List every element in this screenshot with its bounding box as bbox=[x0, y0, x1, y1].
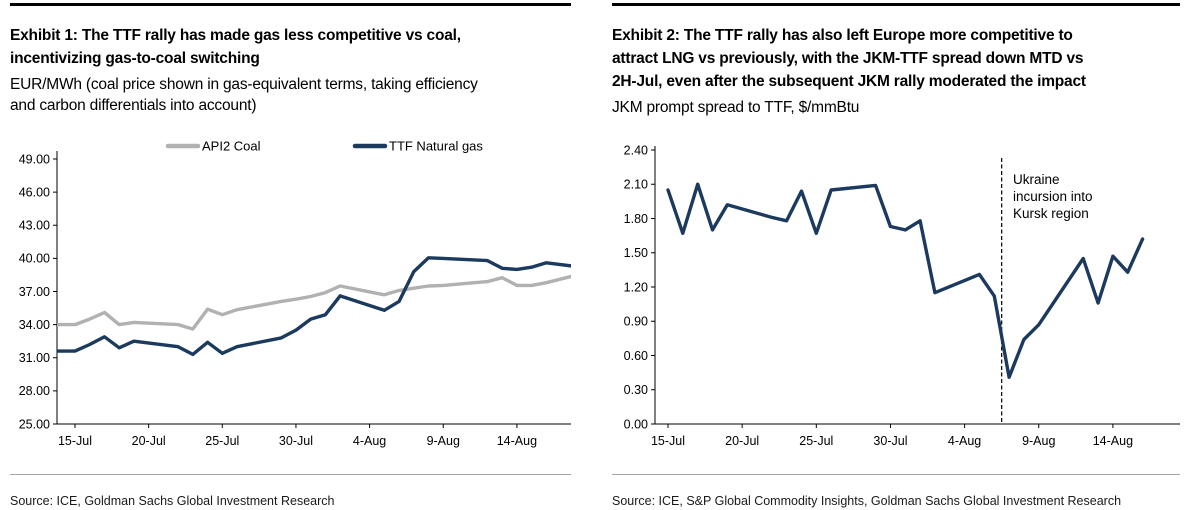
y-tick-label: 0.30 bbox=[624, 383, 648, 397]
bottom-rule bbox=[612, 474, 1180, 475]
top-rule bbox=[612, 3, 1180, 6]
series-line-jkm-ttf-prompt-spread bbox=[666, 182, 1145, 379]
exhibit-1-source: Source: ICE, Goldman Sachs Global Invest… bbox=[10, 493, 335, 508]
y-tick-label: 46.00 bbox=[19, 185, 50, 199]
event-annotation-line: Ukraine bbox=[1013, 172, 1060, 187]
series-line-ttf-natural-gas bbox=[57, 256, 571, 357]
exhibit-2-title: Exhibit 2: The TTF rally has also left E… bbox=[612, 26, 1086, 90]
x-tick-label: 14-Aug bbox=[497, 434, 537, 448]
y-tick-label: 0.90 bbox=[624, 315, 648, 329]
top-rule bbox=[10, 3, 571, 6]
x-tick-label: 4-Aug bbox=[948, 434, 981, 448]
y-tick-label: 49.00 bbox=[19, 152, 50, 166]
x-tick-label: 9-Aug bbox=[1022, 434, 1055, 448]
y-tick-label: 37.00 bbox=[19, 285, 50, 299]
y-tick-label: 1.50 bbox=[624, 246, 648, 260]
exhibit-2-chart: 0.00 0.30 0.60 0.90 1.20 1.50 1.80 2.10 2.40 15-J… bbox=[624, 143, 1180, 448]
x-tick-label: 30-Jul bbox=[873, 434, 907, 448]
y-tick-label: 28.00 bbox=[19, 384, 50, 398]
x-tick-label: 15-Jul bbox=[58, 434, 92, 448]
x-tick-label: 15-Jul bbox=[651, 434, 685, 448]
exhibit-2-panel: Exhibit 2: The TTF rally has also left E… bbox=[612, 0, 1180, 510]
x-tick-label: 25-Jul bbox=[205, 434, 239, 448]
x-tick-label: 25-Jul bbox=[799, 434, 833, 448]
y-tick-label: 43.00 bbox=[19, 219, 50, 233]
exhibit-2-source: Source: ICE, S&P Global Commodity Insigh… bbox=[612, 493, 1122, 508]
x-tick-label: 20-Jul bbox=[132, 434, 166, 448]
x-tick-label: 20-Jul bbox=[725, 434, 759, 448]
exhibit-2-subtitle: JKM prompt spread to TTF, $/mmBtu bbox=[612, 98, 860, 116]
y-tick-label: 25.00 bbox=[19, 417, 50, 431]
legend-label: API2 Coal bbox=[202, 139, 261, 154]
y-tick-label: 1.80 bbox=[624, 212, 648, 226]
y-tick-label: 34.00 bbox=[19, 318, 50, 332]
y-tick-label: 0.00 bbox=[624, 417, 648, 431]
y-tick-label: 2.40 bbox=[624, 143, 648, 157]
series-line-api2-coal bbox=[57, 274, 571, 331]
y-tick-label: 40.00 bbox=[19, 252, 50, 266]
exhibit-1-title: Exhibit 1: The TTF rally has made gas le… bbox=[10, 26, 461, 67]
exhibit-1-chart: 25.00 28.00 31.00 34.00 37.00 40.00 43.00 46.00… bbox=[19, 139, 571, 448]
x-tick-label: 4-Aug bbox=[353, 434, 386, 448]
y-tick-label: 2.10 bbox=[624, 178, 648, 192]
y-tick-label: 1.20 bbox=[624, 280, 648, 294]
event-annotation-line: incursion into bbox=[1013, 189, 1093, 204]
x-tick-label: 14-Aug bbox=[1093, 434, 1133, 448]
x-tick-label: 30-Jul bbox=[279, 434, 313, 448]
legend-label: TTF Natural gas bbox=[389, 139, 483, 154]
exhibit-1-subtitle: EUR/MWh (coal price shown in gas-equival… bbox=[10, 75, 478, 115]
bottom-rule bbox=[10, 474, 571, 475]
y-tick-label: 31.00 bbox=[19, 351, 50, 365]
x-tick-label: 9-Aug bbox=[427, 434, 460, 448]
y-tick-label: 0.60 bbox=[624, 349, 648, 363]
event-annotation-line: Kursk region bbox=[1013, 206, 1089, 221]
exhibit-1-panel: Exhibit 1: The TTF rally has made gas le… bbox=[10, 0, 571, 510]
